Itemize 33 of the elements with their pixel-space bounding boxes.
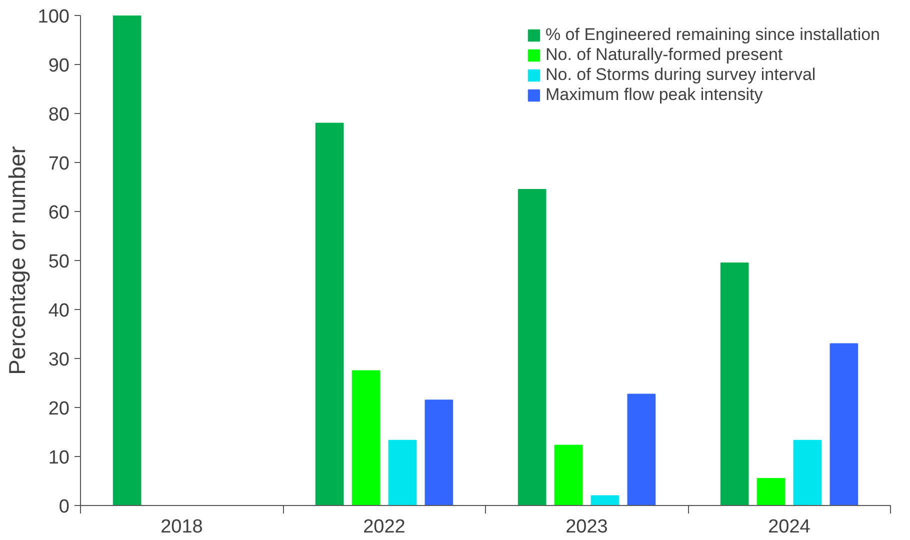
legend-label: Maximum flow peak intensity <box>545 85 763 105</box>
y-tick-label: 50 <box>48 252 70 272</box>
y-tick-label: 30 <box>48 350 70 370</box>
y-tick-label: 60 <box>48 202 70 224</box>
x-tick-label: 2023 <box>566 516 608 538</box>
bar <box>590 495 620 506</box>
bar <box>554 444 583 506</box>
bar <box>388 440 417 506</box>
x-tick-label: 2024 <box>768 516 811 538</box>
bar <box>112 16 142 506</box>
y-axis-title: Percentage or number <box>4 146 30 375</box>
x-tick-label: 2018 <box>160 516 203 538</box>
bar <box>793 440 822 506</box>
bar <box>352 370 380 506</box>
y-tick-label: 10 <box>48 448 70 468</box>
bar <box>720 262 749 506</box>
y-tick-label: 0 <box>58 496 70 518</box>
bar <box>315 122 344 506</box>
bar <box>424 400 454 506</box>
y-tick-label: 100 <box>38 6 70 28</box>
bar <box>518 188 546 506</box>
legend-label: No. of Storms during survey interval <box>545 65 816 85</box>
legend-label: No. of Naturally-formed present <box>545 45 783 65</box>
legend-label: % of Engineered remaining since installation <box>545 25 880 45</box>
y-tick-label: 80 <box>48 104 70 126</box>
x-tick-label: 2022 <box>363 516 406 538</box>
bar <box>756 478 786 506</box>
bar <box>830 343 858 506</box>
y-tick-label: 20 <box>48 398 70 420</box>
y-tick-label: 40 <box>48 300 70 322</box>
y-tick-label: 90 <box>48 56 70 76</box>
bar <box>627 394 656 506</box>
y-tick-label: 70 <box>48 154 70 174</box>
